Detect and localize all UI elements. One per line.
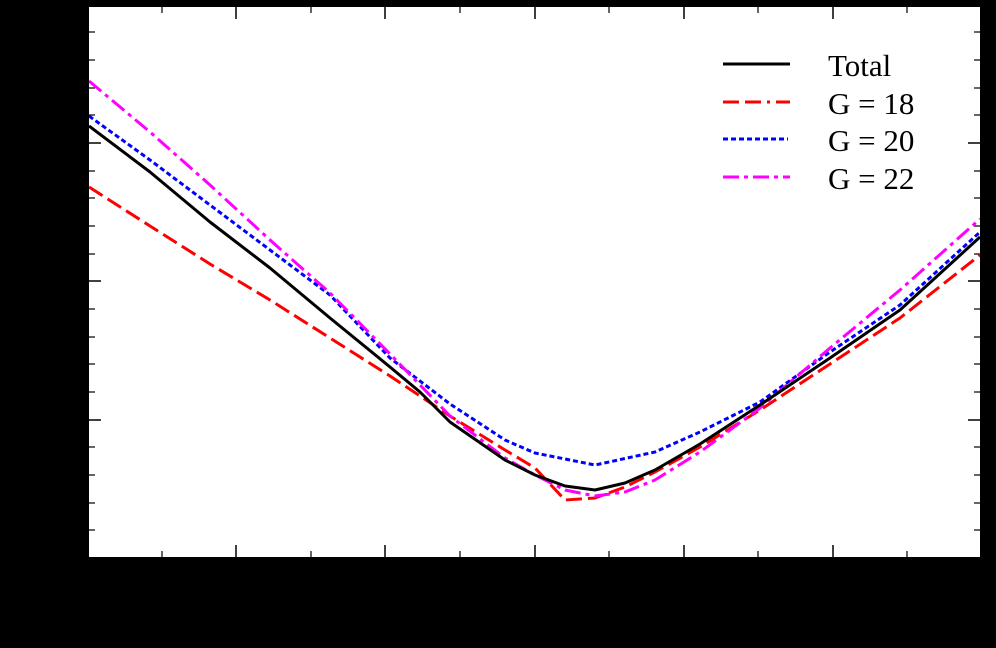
legend-label-total: Total (828, 48, 891, 83)
series-g-20 (89, 114, 980, 467)
legend-label-g22: G = 22 (828, 161, 914, 196)
axis-ticks (89, 7, 980, 557)
legend-label-g18: G = 18 (828, 86, 914, 121)
data-series (89, 79, 980, 502)
series-g-22 (89, 79, 980, 498)
legend-label-g20: G = 20 (828, 123, 914, 158)
series-total (89, 124, 980, 492)
series-g-18 (89, 185, 980, 502)
legend: Total G = 18 G = 20 G = 22 (723, 48, 914, 196)
